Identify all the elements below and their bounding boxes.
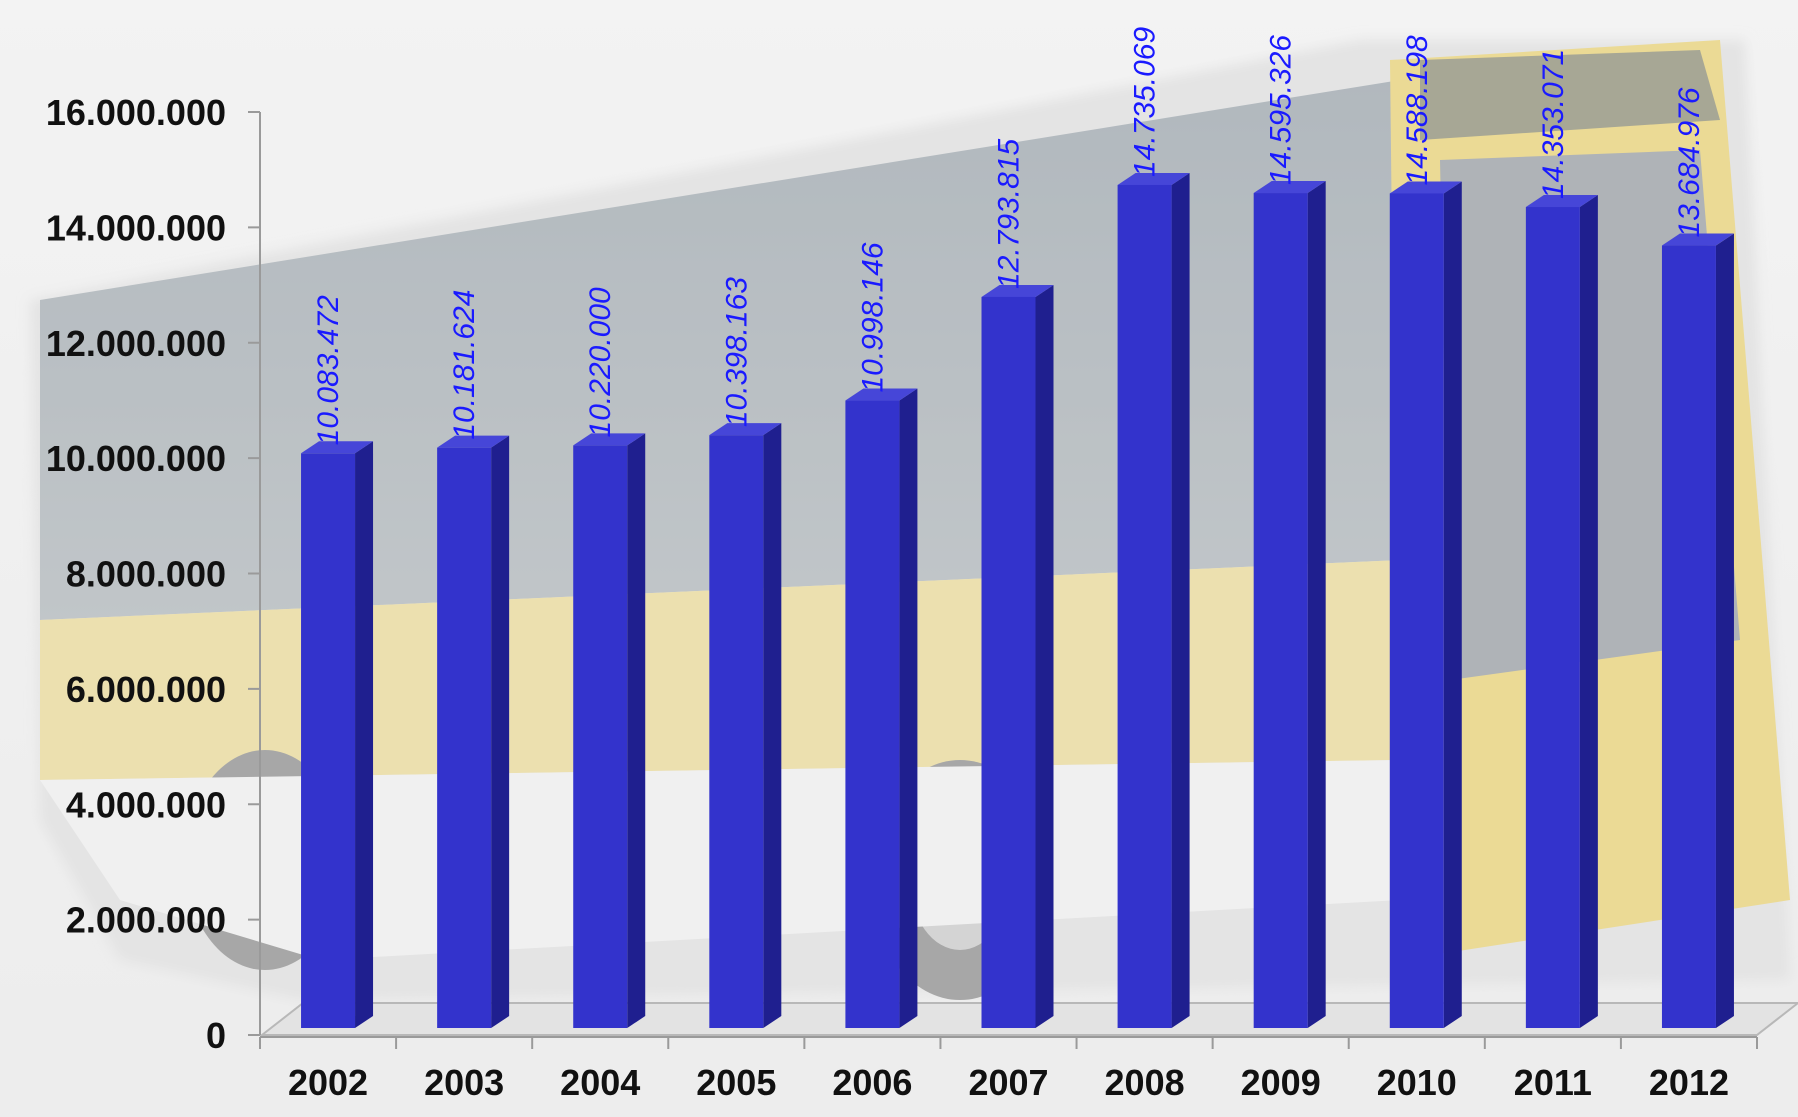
x-tick-label: 2002 bbox=[288, 1062, 368, 1103]
x-tick-label: 2006 bbox=[832, 1062, 912, 1103]
data-labels: 10.083.472 10.181.624 10.220.000 10.398.163… bbox=[312, 27, 1706, 446]
bar-side bbox=[1035, 284, 1054, 1028]
y-axis-ticks: 0 2.000.000 4.000.000 6.000.000 8.000.000 10.… bbox=[46, 92, 260, 1056]
x-tick-label: 2010 bbox=[1377, 1062, 1457, 1103]
bar-2007 bbox=[981, 284, 1054, 1028]
x-tick-label: 2003 bbox=[424, 1062, 504, 1103]
bar bbox=[573, 445, 628, 1029]
bar bbox=[845, 400, 900, 1029]
data-label: 14.353.071 bbox=[1537, 49, 1570, 199]
bar bbox=[1389, 193, 1444, 1028]
bar-side bbox=[1171, 172, 1190, 1028]
bar-2010 bbox=[1389, 181, 1462, 1028]
bar-top bbox=[1525, 195, 1598, 208]
bar-2009 bbox=[1253, 181, 1326, 1029]
y-tick-label: 14.000.000 bbox=[46, 207, 226, 248]
y-tick-label: 10.000.000 bbox=[46, 438, 226, 479]
bar-side bbox=[491, 435, 510, 1028]
x-tick-label: 2011 bbox=[1514, 1062, 1592, 1103]
bar-2006 bbox=[845, 388, 918, 1029]
bar-2002 bbox=[301, 441, 374, 1029]
data-label: 10.998.146 bbox=[856, 242, 889, 392]
bar-top bbox=[845, 388, 918, 401]
bar bbox=[1661, 245, 1716, 1028]
x-tick-label: 2004 bbox=[560, 1062, 640, 1103]
x-tick-label: 2005 bbox=[696, 1062, 776, 1103]
x-tick-label: 2008 bbox=[1105, 1062, 1185, 1103]
bar bbox=[709, 435, 764, 1028]
x-tick-label: 2009 bbox=[1241, 1062, 1321, 1103]
bar-2005 bbox=[709, 423, 782, 1028]
bar-top bbox=[709, 423, 782, 436]
data-label: 12.793.815 bbox=[993, 138, 1026, 288]
bar-2011 bbox=[1525, 195, 1598, 1029]
y-tick-label: 0 bbox=[206, 1015, 226, 1056]
bar-top bbox=[1253, 181, 1326, 194]
data-label: 10.181.624 bbox=[448, 289, 481, 439]
bar bbox=[301, 453, 356, 1029]
bar-top bbox=[1117, 172, 1190, 185]
bar-side bbox=[763, 423, 782, 1028]
bar-side bbox=[1715, 233, 1734, 1028]
y-tick-label: 8.000.000 bbox=[66, 554, 226, 595]
data-label: 13.684.976 bbox=[1673, 87, 1706, 237]
bar-top bbox=[981, 284, 1054, 297]
bar-2004 bbox=[573, 433, 646, 1029]
bar bbox=[437, 447, 492, 1028]
y-tick-label: 2.000.000 bbox=[66, 900, 226, 941]
bar-side bbox=[1307, 181, 1326, 1029]
bar bbox=[1253, 193, 1308, 1029]
bar-top bbox=[301, 441, 374, 454]
bar-side bbox=[355, 441, 374, 1029]
x-tick-label: 2007 bbox=[968, 1062, 1048, 1103]
y-tick-label: 4.000.000 bbox=[66, 784, 226, 825]
bar-top bbox=[1389, 181, 1462, 194]
data-label: 10.398.163 bbox=[720, 277, 753, 427]
bar-side bbox=[899, 388, 918, 1029]
y-tick-label: 16.000.000 bbox=[46, 92, 226, 133]
bar-series bbox=[301, 172, 1734, 1029]
bar bbox=[1117, 184, 1172, 1028]
bar-top bbox=[437, 435, 510, 448]
data-label: 14.588.198 bbox=[1401, 35, 1434, 185]
bar-2008 bbox=[1117, 172, 1190, 1028]
bar bbox=[981, 296, 1036, 1028]
x-axis-ticks: 2002 2003 2004 2005 2006 2007 2008 2009 2010 2011… bbox=[259, 1037, 1758, 1103]
bar-2012 bbox=[1661, 233, 1734, 1028]
bar-top bbox=[573, 433, 646, 446]
data-label: 10.220.000 bbox=[584, 287, 617, 437]
x-tick-label: 2012 bbox=[1649, 1062, 1729, 1103]
bar bbox=[1525, 207, 1580, 1029]
data-label: 14.735.069 bbox=[1129, 27, 1162, 177]
bar-side bbox=[1579, 195, 1598, 1029]
bar-top bbox=[1661, 233, 1734, 246]
data-label: 10.083.472 bbox=[312, 295, 345, 445]
data-label: 14.595.326 bbox=[1265, 35, 1298, 185]
bar-side bbox=[627, 433, 646, 1029]
y-tick-label: 12.000.000 bbox=[46, 323, 226, 364]
bar-2003 bbox=[437, 435, 510, 1028]
y-tick-label: 6.000.000 bbox=[66, 669, 226, 710]
bar-side bbox=[1443, 181, 1462, 1028]
